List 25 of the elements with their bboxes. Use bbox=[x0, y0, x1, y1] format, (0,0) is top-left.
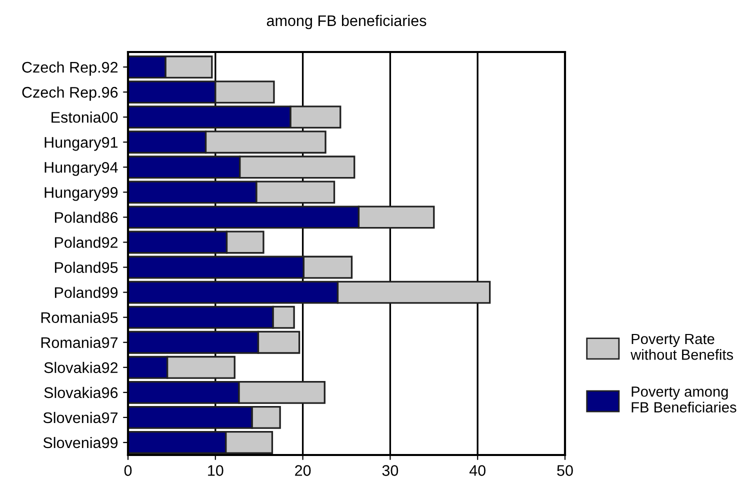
chart-title: among FB beneficiaries bbox=[266, 14, 426, 30]
y-tick-label: Czech Rep.92 bbox=[22, 61, 118, 76]
x-tick-label: 40 bbox=[469, 465, 486, 476]
x-tick-label: 10 bbox=[208, 465, 224, 476]
y-tick-label: Czech Rep.96 bbox=[22, 86, 118, 101]
y-tick-label: Poland86 bbox=[54, 212, 118, 223]
y-tick-label: Poland95 bbox=[54, 262, 118, 273]
y-tick-label: Romania97 bbox=[41, 336, 118, 348]
y-tick-label: Poland92 bbox=[54, 236, 118, 248]
y-tick-label: Romania95 bbox=[41, 312, 118, 324]
y-tick-label: Slovakia92 bbox=[44, 362, 118, 374]
y-tick-label: Slovenia99 bbox=[43, 436, 118, 448]
y-tick-label: Hungary94 bbox=[44, 162, 118, 176]
y-tick-label: Hungary99 bbox=[44, 187, 118, 201]
y-tick-label: Poland99 bbox=[54, 286, 118, 298]
legend-label: Poverty Rate without Benefits bbox=[630, 334, 734, 360]
x-tick-label: 30 bbox=[382, 465, 398, 476]
x-tick-label: 20 bbox=[295, 465, 311, 476]
y-tick-label: Hungary91 bbox=[44, 136, 118, 151]
x-tick-label: 0 bbox=[124, 465, 132, 476]
legend-label: Poverty among FB Beneficiaries bbox=[632, 386, 736, 412]
x-tick-label: 50 bbox=[557, 465, 573, 476]
y-tick-label: Estonia00 bbox=[52, 112, 118, 123]
y-tick-label: Slovenia97 bbox=[43, 412, 118, 424]
y-tick-label: Slovakia96 bbox=[44, 386, 118, 398]
